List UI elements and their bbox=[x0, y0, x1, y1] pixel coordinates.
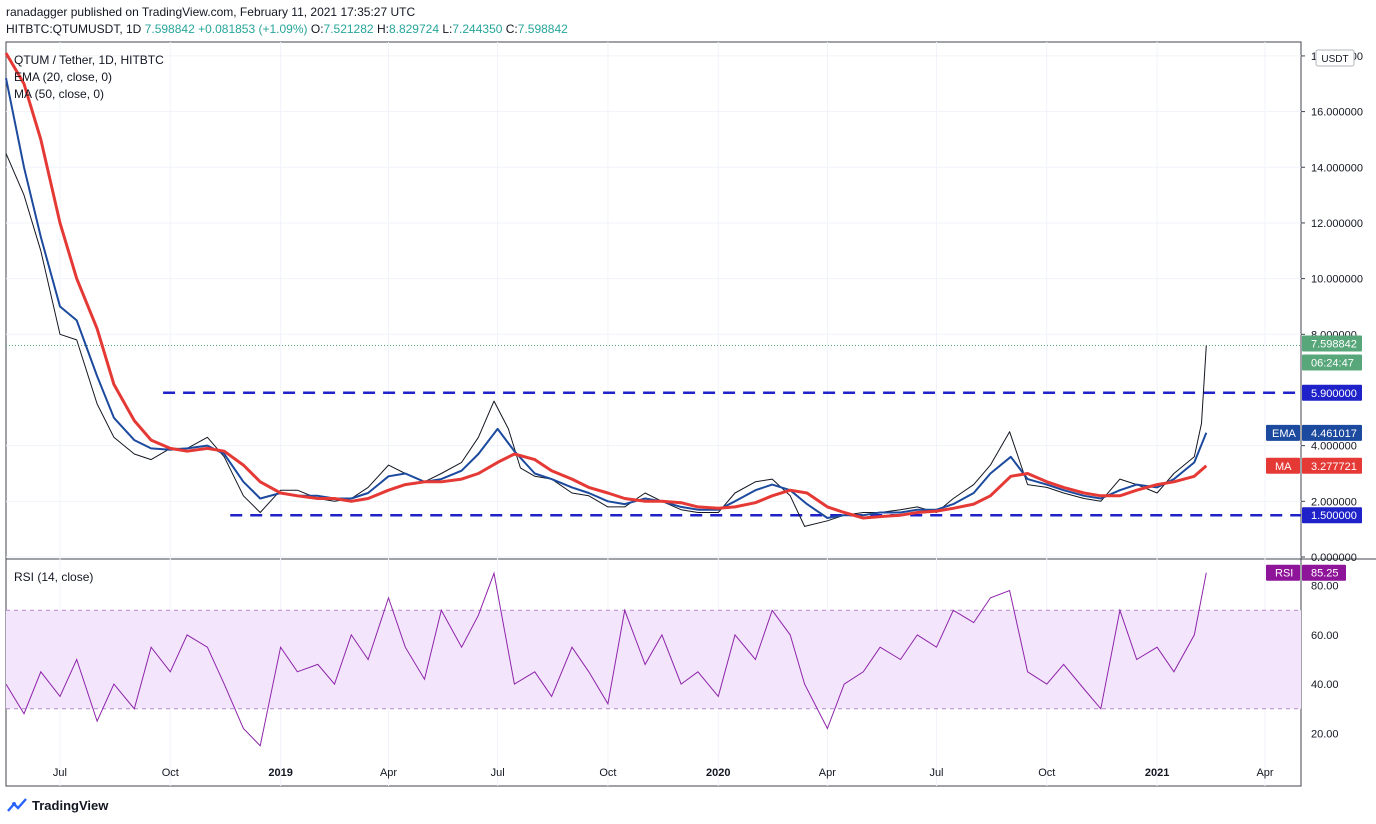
low-value: 7.244350 bbox=[452, 22, 503, 36]
time-tick-label: Jul bbox=[929, 767, 943, 779]
ma-value-tag-text: 3.277721 bbox=[1311, 461, 1357, 473]
symbol-label: HITBTC:QTUMUSDT, 1D bbox=[6, 22, 142, 36]
close-value: 7.598842 bbox=[517, 22, 568, 36]
level-tag-text: 5.900000 bbox=[1311, 388, 1357, 400]
open-value: 7.521282 bbox=[323, 22, 374, 36]
rsi-value-tag-text: 85.25 bbox=[1311, 568, 1339, 580]
high-value: 8.829724 bbox=[388, 22, 439, 36]
time-tick-label: Apr bbox=[380, 767, 397, 779]
time-tick-label: Oct bbox=[599, 767, 616, 779]
time-tick-label: 2021 bbox=[1145, 767, 1169, 779]
last-price: 7.598842 bbox=[144, 22, 195, 36]
ema-name-tag-text: EMA bbox=[1272, 428, 1297, 440]
ema-value-tag-text: 4.461017 bbox=[1311, 428, 1357, 440]
ema-legend: EMA (20, close, 0) bbox=[14, 70, 112, 84]
rsi-series bbox=[5, 571, 1207, 747]
rsi-tick-label: 80.00 bbox=[1311, 581, 1339, 593]
rsi-tick-label: 20.00 bbox=[1311, 728, 1339, 740]
time-tick-label: Oct bbox=[1038, 767, 1055, 779]
time-tick-label: Jul bbox=[53, 767, 67, 779]
price-series bbox=[4, 52, 1208, 527]
last-price-tag-text: 7.598842 bbox=[1311, 338, 1357, 350]
last-price-tag-box bbox=[1302, 335, 1362, 352]
rsi-legend: RSI (14, close) bbox=[14, 570, 93, 584]
currency-label: USDT bbox=[1321, 54, 1348, 65]
rsi-name-tag-text: RSI bbox=[1275, 568, 1293, 580]
rsi-value-tag-box bbox=[1302, 564, 1346, 581]
symbol-ohlc-line: HITBTC:QTUMUSDT, 1D 7.598842 +0.081853 (… bbox=[6, 22, 568, 36]
level-tag-box bbox=[1302, 507, 1362, 524]
ema-line bbox=[5, 78, 1208, 519]
price-axis[interactable]: 18.00000016.00000014.00000012.00000010.0… bbox=[1301, 51, 1363, 564]
ma-value-tag-box bbox=[1302, 457, 1362, 474]
time-tick-label: Apr bbox=[819, 767, 836, 779]
rsi-tick-label: 60.00 bbox=[1311, 630, 1339, 642]
low-label: L: bbox=[442, 22, 453, 36]
rsi-line bbox=[5, 571, 1207, 747]
price-tick-label: 2.000000 bbox=[1311, 496, 1357, 508]
rsi-name-tag-box bbox=[1266, 564, 1300, 581]
high-label: H: bbox=[376, 22, 389, 36]
countdown-tag-text: 06:24:47 bbox=[1311, 357, 1354, 369]
ema-name-tag-box bbox=[1266, 424, 1300, 441]
time-axis[interactable]: Jul Oct 2019 Apr Jul Oct 2020 Apr Jul Oct 2021 Apr bbox=[53, 767, 1274, 779]
rsi-axis[interactable]: 80.00 60.00 40.00 20.00 bbox=[1311, 581, 1339, 741]
price-change: +0.081853 (+1.09%) bbox=[198, 22, 308, 36]
tradingview-brand[interactable]: TradingView bbox=[6, 797, 108, 813]
ema-value-tag-box bbox=[1302, 424, 1362, 441]
legend: QTUM / Tether, 1D, HITBTC EMA (20, close… bbox=[14, 53, 164, 584]
rsi-tick-label: 40.00 bbox=[1311, 679, 1339, 691]
price-tick-label: 4.000000 bbox=[1311, 441, 1357, 453]
axis-tags: 7.598842 06:24:47 5.900000 1.500000 EMA 4.461… bbox=[1266, 335, 1362, 581]
countdown-tag-box bbox=[1302, 354, 1362, 371]
time-tick-label: Jul bbox=[491, 767, 505, 779]
open-label: O: bbox=[310, 22, 324, 36]
close-label: C: bbox=[505, 22, 518, 36]
rsi-band bbox=[6, 609, 1301, 710]
currency-badge: USDT bbox=[1315, 49, 1355, 67]
tradingview-logo-icon bbox=[7, 798, 27, 812]
publisher-line: ranadagger published on TradingView.com,… bbox=[6, 5, 416, 19]
price-tick-label: 16.000000 bbox=[1311, 107, 1363, 119]
price-line bbox=[5, 153, 1207, 527]
brand-text: TradingView bbox=[32, 797, 109, 813]
price-tick-label: 0.000000 bbox=[1311, 552, 1357, 564]
ma-name-tag-box bbox=[1266, 457, 1300, 474]
rsi-band-fill bbox=[6, 610, 1301, 709]
time-tick-label: 2020 bbox=[706, 767, 730, 779]
chart-title: QTUM / Tether, 1D, HITBTC bbox=[14, 53, 164, 67]
level-tag-box bbox=[1302, 384, 1362, 401]
price-tick-label: 10.000000 bbox=[1311, 274, 1363, 286]
price-tick-label: 12.000000 bbox=[1311, 218, 1363, 230]
support-resistance-levels bbox=[6, 344, 1301, 517]
time-tick-label: Oct bbox=[162, 767, 179, 779]
ma-name-tag-text: MA bbox=[1275, 461, 1292, 473]
level-tag-text: 1.500000 bbox=[1311, 510, 1357, 522]
ma-legend: MA (50, close, 0) bbox=[14, 87, 104, 101]
time-tick-label: 2019 bbox=[268, 767, 292, 779]
price-tick-label: 14.000000 bbox=[1311, 162, 1363, 174]
ma-line bbox=[4, 52, 1208, 520]
time-tick-label: Apr bbox=[1256, 767, 1273, 779]
